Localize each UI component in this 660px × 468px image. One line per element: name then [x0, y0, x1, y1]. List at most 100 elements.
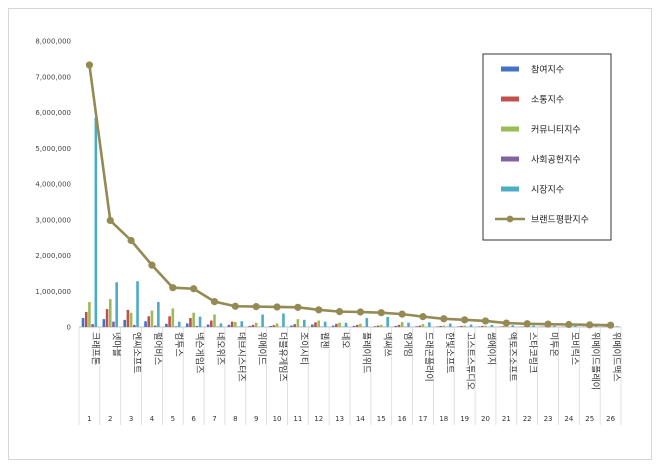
- bar-5-13: [344, 322, 348, 327]
- category-label-16: 엠게임: [402, 332, 414, 357]
- bar-5-21: [511, 325, 515, 327]
- rank-label-21: 21: [502, 415, 511, 423]
- line-point-23: [544, 320, 552, 328]
- bar-2-3: [126, 309, 130, 327]
- y-tick-label: 0: [67, 324, 71, 332]
- bar-3-18: [442, 325, 446, 327]
- bar-2-13: [335, 323, 338, 327]
- bar-3-7: [213, 314, 216, 327]
- bar-4-6: [195, 325, 199, 327]
- bar-1-6: [185, 323, 189, 327]
- legend-swatch-3: [501, 126, 519, 132]
- line-point-9: [252, 303, 260, 311]
- y-tick-label: 4,000,000: [35, 181, 71, 189]
- rank-label-5: 5: [171, 415, 175, 423]
- bar-5-11: [302, 319, 306, 327]
- bar-1-20: [477, 326, 481, 327]
- bar-2-7: [210, 320, 213, 327]
- rank-label-2: 2: [108, 415, 112, 423]
- rank-label-12: 12: [314, 415, 323, 423]
- bar-1-1: [81, 318, 85, 327]
- bar-1-7: [206, 324, 210, 327]
- rank-label-7: 7: [212, 415, 216, 423]
- category-label-2: 넷마블: [110, 332, 121, 357]
- line-point-8: [231, 302, 239, 310]
- category-label-26: 위메이드맥스: [611, 332, 622, 382]
- bar-5-12: [323, 321, 327, 327]
- category-label-24: 모비릭스: [569, 332, 581, 365]
- bar-5-3: [136, 281, 139, 327]
- rank-label-13: 13: [335, 415, 344, 423]
- rank-label-24: 24: [564, 415, 573, 423]
- y-tick-label: 1,000,000: [35, 288, 71, 296]
- bar-2-19: [460, 325, 463, 327]
- line-point-7: [210, 298, 219, 306]
- category-label-6: 넥슨게임즈: [194, 332, 206, 373]
- category-label-10: 더블유게임즈: [277, 332, 289, 382]
- bar-3-16: [400, 322, 404, 327]
- rank-label-6: 6: [191, 415, 196, 423]
- bar-2-21: [501, 326, 505, 327]
- bar-5-19: [469, 324, 473, 327]
- bar-5-5: [177, 321, 181, 327]
- bar-2-5: [168, 316, 171, 327]
- line-point-16: [398, 310, 406, 318]
- legend-swatch-2: [501, 96, 519, 102]
- rank-label-15: 15: [377, 415, 386, 423]
- bar-5-10: [282, 313, 285, 327]
- rank-label-17: 17: [418, 415, 427, 423]
- category-label-17: 드래곤플라이: [423, 332, 434, 382]
- bar-5-2: [115, 282, 118, 327]
- bar-5-22: [532, 325, 535, 327]
- bar-3-3: [129, 312, 133, 327]
- bar-4-3: [133, 324, 136, 327]
- bar-2-10: [272, 325, 276, 327]
- line-point-4: [148, 261, 156, 269]
- y-tick-label: 5,000,000: [35, 145, 71, 153]
- rank-label-3: 3: [129, 415, 133, 423]
- legend-swatch-4: [501, 156, 519, 162]
- legend-swatch-1: [501, 66, 519, 72]
- rank-label-10: 10: [273, 415, 282, 423]
- bar-3-13: [338, 322, 341, 327]
- category-label-1: 크래프톤: [89, 332, 100, 365]
- category-label-9: 위메이드: [256, 332, 267, 365]
- line-point-24: [565, 320, 573, 329]
- line-point-25: [586, 321, 594, 329]
- category-label-12: 웹젠: [319, 332, 330, 349]
- line-point-17: [419, 313, 427, 321]
- category-label-13: 네오: [340, 332, 351, 349]
- category-label-4: 펄어비스: [152, 332, 164, 365]
- line-point-18: [440, 315, 448, 323]
- bar-5-8: [240, 321, 244, 327]
- bar-3-5: [171, 308, 175, 327]
- legend-label-5: 시장지수: [531, 185, 564, 196]
- bar-2-23: [543, 326, 547, 327]
- bar-5-14: [365, 318, 369, 327]
- bar-2-16: [397, 324, 401, 327]
- bar-3-1: [88, 301, 91, 327]
- bar-1-13: [331, 325, 335, 327]
- bar-5-16: [407, 322, 410, 327]
- line-point-10: [273, 303, 281, 311]
- bar-2-2: [105, 309, 109, 328]
- legend-line-marker: [506, 215, 514, 223]
- rank-label-9: 9: [254, 415, 258, 423]
- bar-2-12: [314, 322, 317, 327]
- bar-1-17: [415, 326, 418, 327]
- label-layer: 크래프톤 1 넷마블 2 엔씨소프트 3 펄어비스 4 컴투스 5 넥슨게임즈 6 네오위즈 7 데브시스터…: [87, 332, 621, 423]
- bar-5-4: [157, 301, 160, 327]
- bar-1-4: [144, 321, 147, 327]
- bar-5-26: [615, 326, 619, 327]
- category-label-3: 엔씨소프트: [131, 332, 142, 373]
- bar-1-2: [102, 319, 106, 327]
- bar-3-8: [234, 322, 237, 327]
- category-label-18: 한빛소프트: [444, 332, 455, 373]
- bar-3-4: [150, 310, 154, 327]
- bar-1-5: [165, 323, 168, 327]
- rank-label-26: 26: [606, 415, 615, 423]
- bar-3-11: [296, 319, 300, 327]
- bar-3-12: [317, 320, 321, 327]
- bar-1-8: [227, 324, 231, 327]
